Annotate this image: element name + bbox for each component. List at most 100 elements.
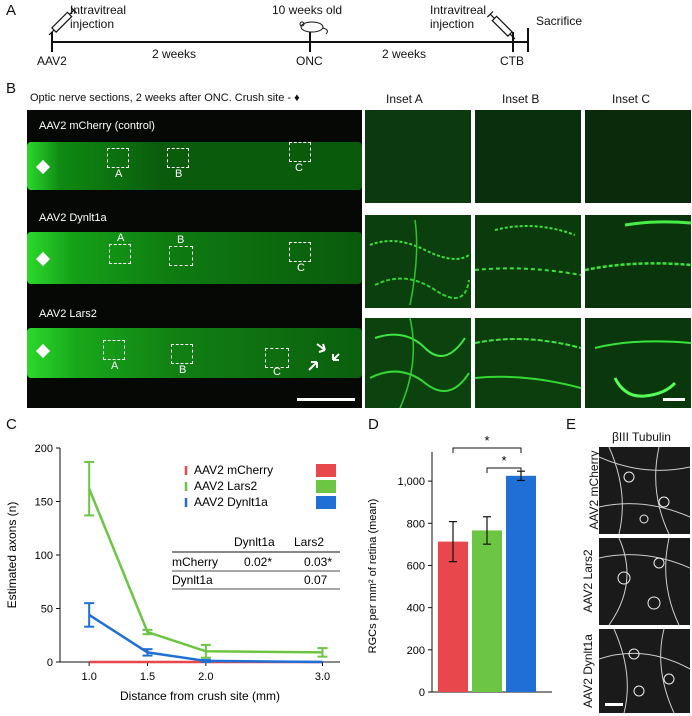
label-injection-right: injection bbox=[430, 17, 475, 31]
x-axis-label: Distance from crush site (mm) bbox=[120, 689, 280, 703]
label-ctb: CTB bbox=[500, 54, 524, 68]
tubulin-image-lars2 bbox=[599, 538, 690, 625]
legend-swatch bbox=[316, 464, 336, 477]
table-cell: mCherry bbox=[172, 555, 218, 569]
panel-label-d: D bbox=[368, 416, 379, 433]
inset-box-a bbox=[103, 340, 125, 360]
inset-box-b bbox=[167, 148, 189, 168]
x-tick-label: 1.5 bbox=[140, 671, 155, 683]
inset-c-title: Inset C bbox=[612, 92, 651, 106]
label-intravitreal-right: Intravitreal bbox=[430, 3, 487, 17]
row-label-e-mcherry: AAV2 mCherry bbox=[587, 450, 601, 530]
inset-image bbox=[475, 110, 581, 203]
inset-image bbox=[365, 110, 471, 203]
inset-box-label-b: B bbox=[175, 168, 183, 180]
y-tick-label: 50 bbox=[41, 604, 53, 616]
inset-box-label-a: A bbox=[115, 168, 123, 180]
scale-bar bbox=[663, 398, 685, 401]
table-header: Dynlt1a bbox=[234, 535, 275, 549]
y-axis-label: Estimated axons (n) bbox=[5, 502, 19, 609]
inset-box-a bbox=[107, 148, 129, 168]
y-tick-label: 200 bbox=[35, 443, 53, 455]
table-cell: 0.02* bbox=[244, 555, 272, 569]
legend-label: AAV2 mCherry bbox=[194, 463, 273, 477]
significance-bracket bbox=[452, 447, 522, 453]
inset-box-label-c: C bbox=[273, 366, 281, 378]
nerve-section-lars2 bbox=[27, 328, 362, 378]
arrow-icon bbox=[308, 343, 340, 371]
tubulin-image-dynlt1a bbox=[599, 629, 690, 713]
significance-star: * bbox=[484, 433, 489, 448]
inset-image bbox=[475, 318, 581, 408]
label-10-weeks: 10 weeks old bbox=[272, 3, 343, 17]
inset-box-label-b: B bbox=[179, 364, 187, 376]
y-tick-label: 800 bbox=[407, 518, 425, 530]
label-intravitreal-left: Intravitreal bbox=[70, 3, 127, 17]
inset-box-a bbox=[109, 244, 131, 264]
panel-e-title: βIII Tubulin bbox=[612, 430, 671, 444]
inset-box-label-c: C bbox=[297, 262, 305, 274]
panel-label-b: B bbox=[6, 80, 17, 97]
row-label-lars2: AAV2 Lars2 bbox=[39, 308, 97, 320]
row-label-dynlt1a: AAV2 Dynlt1a bbox=[39, 212, 107, 224]
table-cell: 0.07 bbox=[304, 573, 328, 587]
inset-box-c bbox=[289, 242, 311, 262]
bar-chart-rgcs: 0 200 400 600 800 1,000 RGCs per mm² of retina… bbox=[367, 433, 552, 699]
inset-box-label-b: B bbox=[177, 234, 185, 246]
legend-swatch bbox=[316, 496, 336, 509]
panel-b-header: Optic nerve sections, 2 weeks after ONC.… bbox=[30, 92, 300, 104]
bar bbox=[472, 530, 502, 692]
row-label-e-dynlt1a: AAV2 Dynlt1a bbox=[581, 634, 595, 708]
inset-box-b bbox=[169, 246, 193, 266]
row-label-e-lars2: AAV2 Lars2 bbox=[581, 549, 595, 613]
y-axis-label: RGCs per mm² of retina (mean) bbox=[367, 499, 379, 654]
inset-box-c bbox=[265, 348, 289, 368]
scale-bar bbox=[297, 398, 355, 401]
label-2-weeks-1: 2 weeks bbox=[152, 47, 197, 61]
inset-image bbox=[585, 318, 691, 408]
y-tick-label: 0 bbox=[419, 687, 425, 699]
label-sacrifice: Sacrifice bbox=[536, 14, 583, 28]
inset-image bbox=[365, 318, 471, 408]
panel-label-c: C bbox=[6, 416, 17, 433]
legend-swatch bbox=[316, 480, 336, 493]
line-chart-axons: 0 50 100 150 200 1.0 1.5 2.0 3.0 Distance from cr… bbox=[5, 443, 340, 703]
y-tick-label: 200 bbox=[407, 645, 425, 657]
inset-b-title: Inset B bbox=[502, 92, 540, 106]
x-tick-label: 1.0 bbox=[82, 671, 97, 683]
row-label-mcherry: AAV2 mCherry (control) bbox=[39, 120, 155, 132]
inset-image bbox=[585, 215, 691, 308]
y-tick-label: 1,000 bbox=[397, 476, 425, 488]
scale-bar bbox=[605, 703, 623, 706]
y-tick-label: 600 bbox=[407, 560, 425, 572]
inset-box-b bbox=[171, 344, 193, 364]
label-2-weeks-2: 2 weeks bbox=[382, 47, 427, 61]
significance-bracket bbox=[486, 467, 522, 473]
series-line bbox=[88, 613, 323, 664]
significance-star: * bbox=[501, 453, 506, 468]
panel-label-e: E bbox=[566, 416, 577, 433]
nerve-section-mcherry bbox=[27, 142, 362, 190]
y-tick-label: 150 bbox=[35, 497, 53, 509]
mouse-icon bbox=[299, 21, 328, 35]
nerve-section-dynlt1a bbox=[27, 232, 362, 284]
syringe-icon bbox=[48, 6, 78, 36]
table-cell: 0.03* bbox=[304, 555, 332, 569]
table-header: Lars2 bbox=[294, 535, 324, 549]
timeline bbox=[48, 6, 529, 52]
syringe-icon bbox=[486, 10, 516, 40]
panel-label-a: A bbox=[6, 2, 17, 19]
label-aav2: AAV2 bbox=[37, 54, 67, 68]
tubulin-image-mcherry bbox=[599, 447, 690, 534]
inset-a-title: Inset A bbox=[386, 92, 423, 106]
label-onc: ONC bbox=[296, 54, 323, 68]
inset-image bbox=[475, 215, 581, 308]
label-injection-left: injection bbox=[70, 17, 115, 31]
inset-box-label-a: A bbox=[117, 232, 125, 244]
y-tick-label: 400 bbox=[407, 603, 425, 615]
inset-box-c bbox=[289, 142, 311, 162]
bar bbox=[506, 475, 536, 692]
x-tick-label: 3.0 bbox=[315, 671, 330, 683]
table-cell: Dynlt1a bbox=[172, 573, 213, 587]
y-tick-label: 100 bbox=[35, 550, 53, 562]
